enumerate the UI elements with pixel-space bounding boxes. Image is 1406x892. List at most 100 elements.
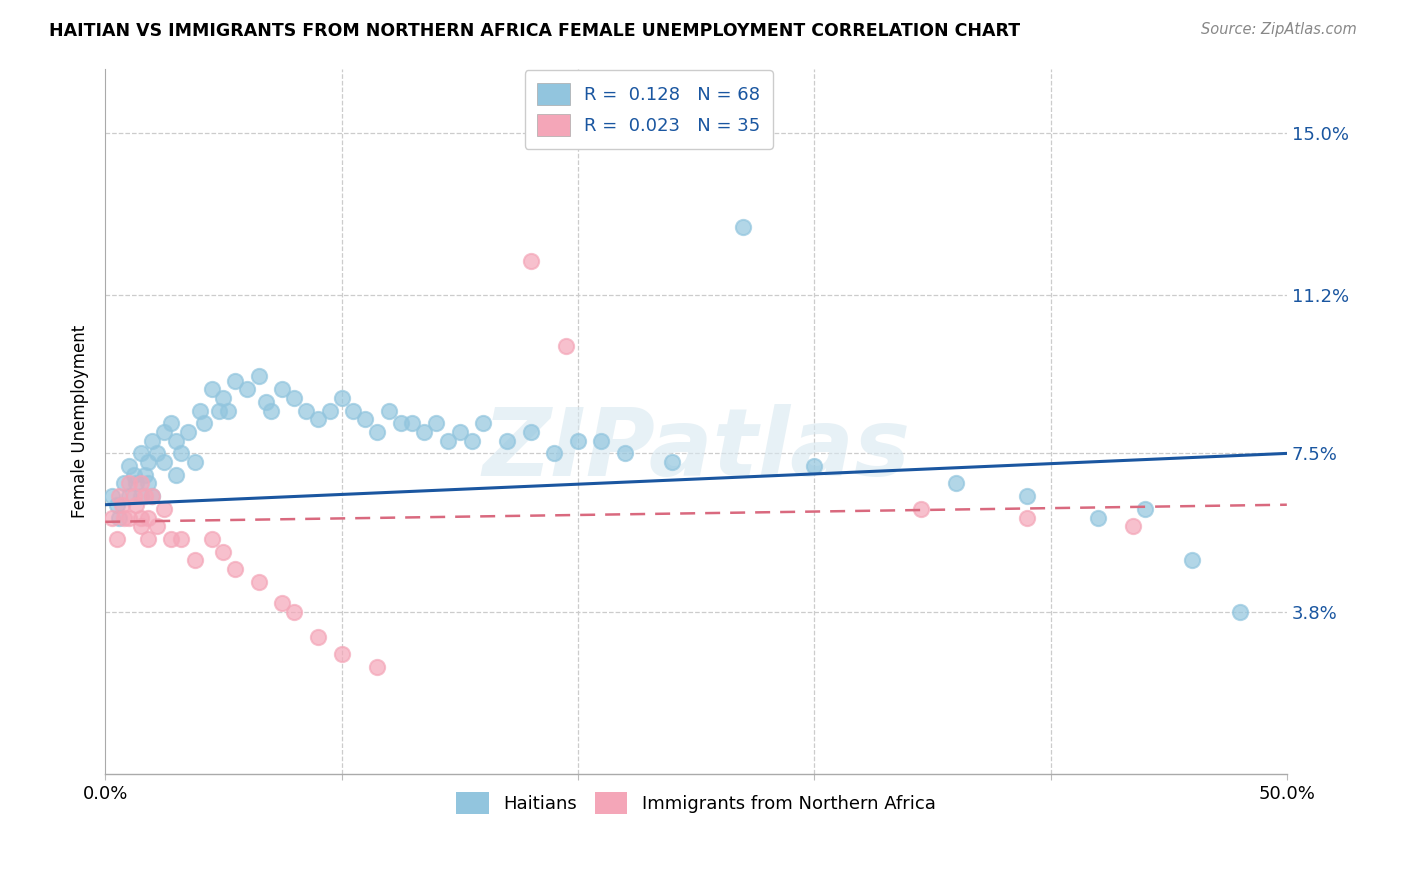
Point	[366, 660, 388, 674]
Point	[118, 510, 141, 524]
Point	[134, 489, 156, 503]
Point	[437, 434, 460, 448]
Point	[153, 425, 176, 439]
Point	[254, 395, 277, 409]
Point	[555, 339, 578, 353]
Point	[184, 455, 207, 469]
Point	[247, 574, 270, 589]
Point	[170, 532, 193, 546]
Point	[567, 434, 589, 448]
Point	[111, 498, 134, 512]
Point	[425, 417, 447, 431]
Point	[129, 489, 152, 503]
Point	[519, 254, 541, 268]
Point	[141, 434, 163, 448]
Point	[224, 374, 246, 388]
Point	[129, 519, 152, 533]
Point	[108, 489, 131, 503]
Point	[208, 403, 231, 417]
Point	[170, 446, 193, 460]
Point	[1181, 553, 1204, 567]
Point	[1229, 605, 1251, 619]
Point	[105, 532, 128, 546]
Point	[401, 417, 423, 431]
Point	[129, 510, 152, 524]
Point	[101, 489, 124, 503]
Point	[378, 403, 401, 417]
Point	[200, 382, 222, 396]
Point	[496, 434, 519, 448]
Point	[184, 553, 207, 567]
Point	[661, 455, 683, 469]
Point	[1087, 510, 1109, 524]
Point	[330, 391, 353, 405]
Point	[108, 510, 131, 524]
Text: HAITIAN VS IMMIGRANTS FROM NORTHERN AFRICA FEMALE UNEMPLOYMENT CORRELATION CHART: HAITIAN VS IMMIGRANTS FROM NORTHERN AFRI…	[49, 22, 1021, 40]
Point	[307, 630, 329, 644]
Point	[460, 434, 482, 448]
Point	[125, 498, 148, 512]
Point	[118, 489, 141, 503]
Point	[217, 403, 239, 417]
Point	[354, 412, 377, 426]
Point	[543, 446, 565, 460]
Point	[136, 532, 159, 546]
Point	[591, 434, 613, 448]
Point	[271, 382, 294, 396]
Point	[342, 403, 364, 417]
Point	[307, 412, 329, 426]
Point	[141, 489, 163, 503]
Point	[122, 467, 145, 482]
Point	[283, 605, 305, 619]
Point	[212, 545, 235, 559]
Point	[146, 519, 169, 533]
Point	[112, 510, 135, 524]
Point	[910, 502, 932, 516]
Point	[101, 510, 124, 524]
Text: Source: ZipAtlas.com: Source: ZipAtlas.com	[1201, 22, 1357, 37]
Point	[366, 425, 388, 439]
Point	[129, 446, 152, 460]
Point	[1015, 510, 1038, 524]
Point	[146, 446, 169, 460]
Point	[733, 219, 755, 234]
Point	[389, 417, 412, 431]
Point	[803, 459, 825, 474]
Point	[136, 455, 159, 469]
Point	[136, 510, 159, 524]
Point	[141, 489, 163, 503]
Point	[295, 403, 318, 417]
Point	[193, 417, 215, 431]
Point	[472, 417, 495, 431]
Point	[105, 498, 128, 512]
Point	[271, 596, 294, 610]
Point	[118, 459, 141, 474]
Point	[165, 434, 187, 448]
Point	[614, 446, 637, 460]
Point	[177, 425, 200, 439]
Text: ZIPatlas: ZIPatlas	[482, 403, 910, 496]
Point	[136, 476, 159, 491]
Point	[112, 476, 135, 491]
Point	[236, 382, 259, 396]
Point	[259, 403, 281, 417]
Point	[122, 489, 145, 503]
Point	[283, 391, 305, 405]
Point	[160, 417, 183, 431]
Point	[165, 467, 187, 482]
Point	[129, 476, 152, 491]
Point	[519, 425, 541, 439]
Point	[188, 403, 211, 417]
Point	[224, 562, 246, 576]
Point	[330, 648, 353, 662]
Point	[1122, 519, 1144, 533]
Point	[125, 476, 148, 491]
Point	[118, 476, 141, 491]
Point	[413, 425, 436, 439]
Point	[153, 455, 176, 469]
Point	[200, 532, 222, 546]
Legend: Haitians, Immigrants from Northern Africa: Haitians, Immigrants from Northern Afric…	[446, 781, 946, 825]
Point	[1015, 489, 1038, 503]
Y-axis label: Female Unemployment: Female Unemployment	[72, 325, 89, 518]
Point	[247, 369, 270, 384]
